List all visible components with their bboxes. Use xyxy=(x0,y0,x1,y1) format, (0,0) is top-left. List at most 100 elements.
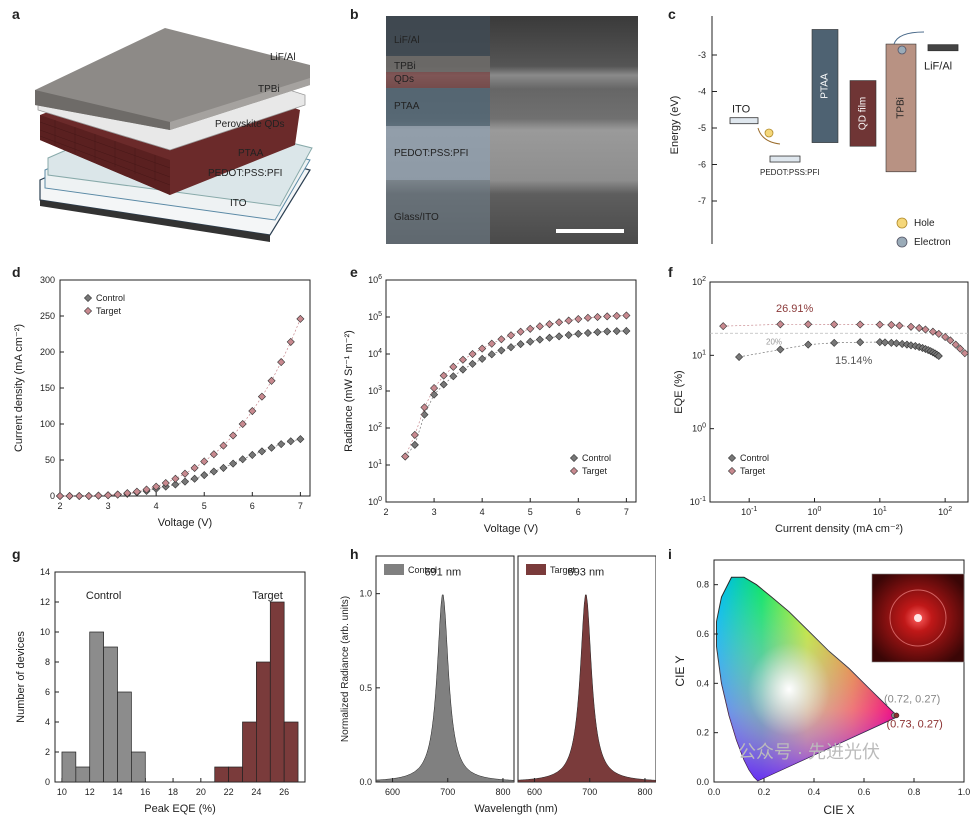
x-tick-label: 3 xyxy=(432,507,437,517)
y-axis-label: CIE Y xyxy=(673,655,687,686)
data-point-target xyxy=(104,491,113,500)
layer-label-tpbi: TPBi xyxy=(258,84,280,95)
sem-cross-section: LiF/Al TPBi QDs PTAA PEDOT:PSS:PFI Glass… xyxy=(386,16,638,244)
data-point-target xyxy=(200,457,209,466)
data-point-target xyxy=(75,491,84,501)
x-axis-label: Wavelength (nm) xyxy=(474,803,557,815)
x-tick-label: 12 xyxy=(85,787,95,797)
x-tick-label: 600 xyxy=(385,787,400,797)
spectrum-target xyxy=(517,594,656,783)
data-point-target xyxy=(487,339,496,348)
data-point-target xyxy=(928,327,937,336)
cie-gamut-white xyxy=(716,577,898,781)
sem-label-pedot: PEDOT:PSS:PFI xyxy=(394,148,468,159)
y-tick-label: 104 xyxy=(368,348,382,359)
panel-letter-g: g xyxy=(12,546,21,562)
y-axis-label: Current density (mA cm⁻²) xyxy=(13,324,25,452)
y-tick-label: 14 xyxy=(40,567,50,577)
y-tick-label: 200 xyxy=(40,347,55,357)
series-line-target xyxy=(404,315,627,457)
y-tick-label: 103 xyxy=(368,385,382,396)
x-tick-label: 800 xyxy=(637,787,652,797)
data-point-control xyxy=(545,333,554,342)
layer-label-lif: LiF/Al xyxy=(270,52,296,63)
data-point-control xyxy=(898,339,907,348)
x-tick-label: 0.2 xyxy=(758,787,771,797)
legend-marker xyxy=(569,453,579,463)
histogram-bar-control xyxy=(75,766,91,783)
x-tick-label: 16 xyxy=(140,787,150,797)
energy-level-5 xyxy=(927,44,959,52)
data-point-target xyxy=(248,407,257,416)
series-line-control xyxy=(60,438,301,497)
y-tick-label: 8 xyxy=(45,657,50,667)
data-point-target xyxy=(180,469,190,478)
data-point-control xyxy=(190,474,199,483)
electron-legend-label: Electron xyxy=(914,237,951,248)
data-point-control xyxy=(497,346,506,355)
energy-level-label: ITO xyxy=(732,104,751,116)
data-point-control xyxy=(478,354,487,363)
legend-marker xyxy=(83,293,93,303)
data-point-control xyxy=(516,340,525,349)
legend-label: Target xyxy=(96,306,122,316)
legend-marker xyxy=(727,453,737,463)
energy-band-4 xyxy=(885,43,917,173)
data-point-control xyxy=(856,338,865,347)
data-point-control xyxy=(875,338,884,347)
legend-label: Target xyxy=(582,466,608,476)
data-point-target xyxy=(468,349,477,359)
data-point-target xyxy=(830,320,839,329)
peak-label-target: 693 nm xyxy=(568,567,605,579)
x-tick-label: 2 xyxy=(383,507,388,517)
energy-axis-label: Energy (eV) xyxy=(669,96,681,155)
energy-tick-label: -3 xyxy=(698,50,706,60)
device-schematic: LiF/Al TPBi Perovskite QDs PTAA PEDOT:PS… xyxy=(35,28,313,242)
data-point-target xyxy=(804,320,813,329)
data-point-target xyxy=(161,479,170,488)
x-tick-label: 0.6 xyxy=(858,787,871,797)
data-point-target xyxy=(142,485,151,494)
data-point-target xyxy=(545,320,554,329)
data-point-target xyxy=(458,355,467,364)
panel-letter-i: i xyxy=(668,546,672,562)
data-point-target xyxy=(921,325,930,334)
x-axis-label: Peak EQE (%) xyxy=(144,803,216,815)
cie-point-label-1: (0.73, 0.27) xyxy=(887,718,943,730)
y-tick-label: 10-1 xyxy=(690,496,706,507)
eqe-annotation-control: 15.14% xyxy=(835,355,873,367)
eqe-chart: 10-1 100 101 102 10-1 100 101 102 20% Current den… xyxy=(673,276,969,535)
data-point-control xyxy=(267,443,276,452)
data-point-target xyxy=(535,322,544,331)
series-label-target: Target xyxy=(252,590,283,602)
data-point-control xyxy=(171,480,180,489)
data-point-target xyxy=(915,323,924,333)
data-point-control xyxy=(776,345,785,354)
data-point-target xyxy=(946,336,955,345)
layer-label-perovskite: Perovskite QDs xyxy=(215,119,284,130)
data-point-target xyxy=(132,487,141,496)
data-point-target xyxy=(555,318,564,327)
x-tick-label: 600 xyxy=(527,787,542,797)
y-tick-label: 50 xyxy=(45,455,55,465)
histogram-bar-target xyxy=(256,661,271,783)
data-point-control xyxy=(934,351,943,361)
data-point-target xyxy=(612,311,621,320)
x-tick-label: 0.0 xyxy=(708,787,721,797)
x-tick-label: 4 xyxy=(480,507,485,517)
data-point-target xyxy=(94,491,103,500)
data-point-control xyxy=(622,326,631,335)
data-point-control xyxy=(593,328,602,337)
data-point-target xyxy=(956,344,965,353)
histogram-bar-target xyxy=(214,766,229,783)
legend-marker xyxy=(727,466,737,476)
data-point-control xyxy=(439,380,448,389)
panel-letter-h: h xyxy=(350,546,359,562)
series-line-target xyxy=(60,318,301,497)
x-tick-label: 800 xyxy=(495,787,510,797)
data-point-target xyxy=(123,489,132,498)
y-tick-label: 300 xyxy=(40,275,55,285)
sem-label-tpbi: TPBi xyxy=(394,61,416,72)
data-point-control xyxy=(420,410,429,419)
